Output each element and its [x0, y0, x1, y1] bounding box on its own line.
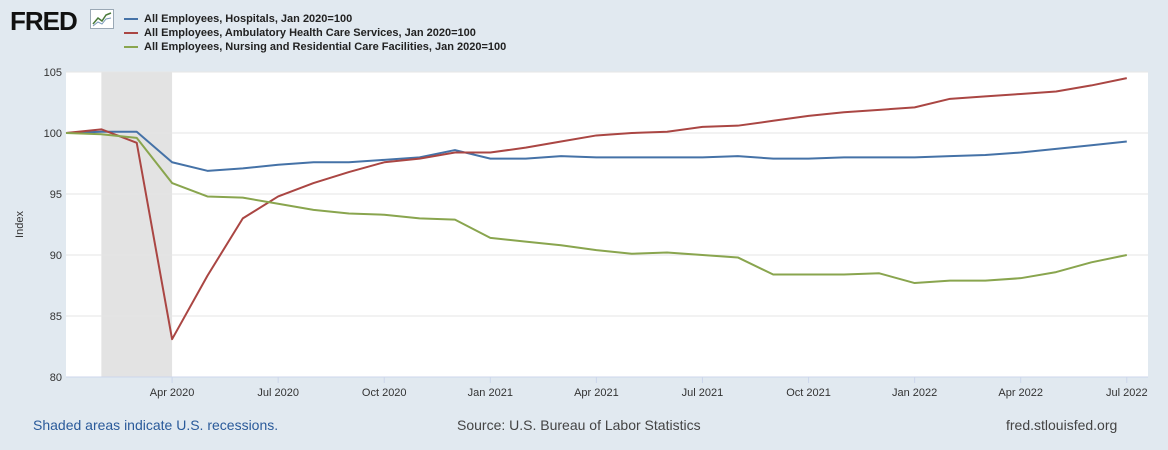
legend-item[interactable]: All Employees, Ambulatory Health Care Se…	[124, 26, 506, 40]
y-tick-label: 80	[50, 372, 62, 384]
y-axis-ticks: 80 85 90 95 100 105	[44, 67, 62, 384]
x-tick-label: Jan 2022	[892, 387, 937, 399]
legend-label: All Employees, Ambulatory Health Care Se…	[144, 27, 476, 39]
recession-note: Shaded areas indicate U.S. recessions.	[33, 417, 279, 433]
series-lines	[65, 77, 1127, 341]
x-axis-ticks: Apr 2020 Jul 2020 Oct 2020 Jan 2021 Apr 2021…	[66, 376, 1148, 399]
legend-swatch	[124, 32, 138, 34]
x-tick-label: Oct 2020	[362, 387, 407, 399]
x-tick-label: Jan 2021	[468, 387, 513, 399]
site-link[interactable]: fred.stlouisfed.org	[1006, 417, 1118, 433]
source-note: Source: U.S. Bureau of Labor Statistics	[457, 417, 701, 433]
x-tick-label: Apr 2022	[998, 387, 1043, 399]
y-tick-label: 105	[44, 67, 62, 79]
series-line-3	[65, 132, 1127, 285]
x-tick-label: Jul 2022	[1106, 387, 1148, 399]
x-tick-label: Jul 2020	[257, 387, 299, 399]
legend-label: All Employees, Hospitals, Jan 2020=100	[144, 13, 353, 25]
x-tick-label: Oct 2021	[786, 387, 831, 399]
y-tick-label: 100	[44, 128, 62, 140]
plot-area	[66, 72, 1148, 377]
legend-label: All Employees, Nursing and Residential C…	[144, 41, 507, 53]
recession-shading	[101, 72, 173, 377]
x-tick-label: Apr 2021	[574, 387, 619, 399]
x-tick-label: Jul 2021	[682, 387, 724, 399]
legend-item[interactable]: All Employees, Nursing and Residential C…	[124, 40, 506, 54]
y-tick-label: 85	[50, 311, 62, 323]
legend-swatch	[124, 18, 138, 20]
chart-line-icon	[90, 9, 114, 29]
y-tick-label: 90	[50, 250, 62, 262]
legend-item[interactable]: All Employees, Hospitals, Jan 2020=100	[124, 12, 506, 26]
logo-text: FRED	[10, 6, 78, 36]
y-axis-label: Index	[14, 211, 26, 238]
y-tick-label: 95	[50, 189, 62, 201]
series-line-2	[65, 77, 1127, 341]
x-tick-label: Apr 2020	[150, 387, 195, 399]
legend: All Employees, Hospitals, Jan 2020=100 Al…	[124, 12, 506, 54]
series-line-1	[65, 130, 1127, 172]
legend-swatch	[124, 46, 138, 48]
